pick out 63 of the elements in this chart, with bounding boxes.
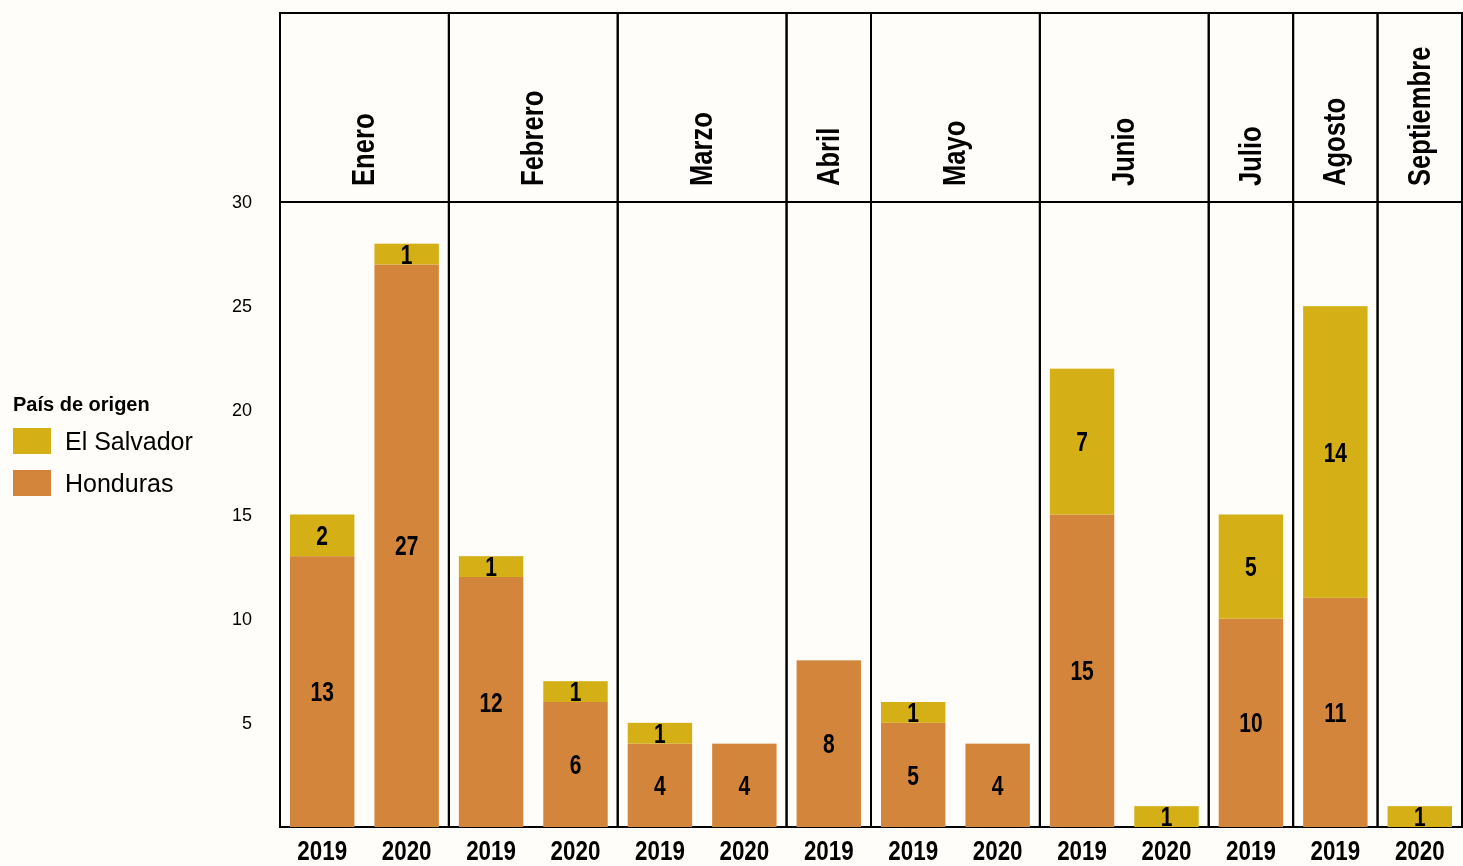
data-label: 8	[822, 728, 835, 759]
x-tick-label: 2020	[719, 834, 770, 866]
chart-title: Mayo	[936, 120, 973, 186]
bar	[458, 577, 524, 827]
data-label: 1	[569, 676, 582, 707]
data-label: 13	[310, 676, 334, 707]
chart-title: Junio	[1105, 117, 1141, 186]
data-label: 27	[394, 530, 419, 562]
chart-title: Agosto	[1316, 97, 1352, 186]
data-label: 1	[1160, 801, 1173, 832]
x-tick-label: 2020	[1141, 834, 1192, 866]
data-label: 12	[479, 686, 503, 718]
bar	[543, 702, 608, 827]
chart-title: Febrero	[514, 90, 550, 186]
y-tick-label: 20	[231, 400, 252, 421]
bar	[543, 681, 608, 702]
legend-label: El Salvador	[65, 427, 193, 455]
chart-title: Abril	[810, 127, 846, 186]
x-tick-label: 2019	[888, 834, 939, 866]
data-label: 4	[738, 770, 751, 801]
data-label: 1	[654, 717, 666, 749]
y-tick-label: 10	[231, 608, 252, 629]
chart-title: Septiembre	[1401, 46, 1437, 186]
data-label: 2	[316, 520, 329, 551]
y-tick-label: 15	[231, 504, 252, 525]
data-label: 5	[1245, 551, 1257, 582]
x-tick-label: 2020	[972, 834, 1023, 866]
data-label: 1	[907, 697, 920, 728]
bar	[374, 243, 439, 265]
data-label: 15	[1070, 655, 1094, 687]
data-label: 1	[400, 238, 413, 270]
x-tick-label: 2019	[803, 834, 854, 866]
y-tick-label: 30	[231, 192, 252, 212]
x-tick-label: 2019	[1057, 834, 1107, 866]
data-label: 6	[569, 749, 582, 780]
data-label: 4	[991, 770, 1004, 801]
x-tick-label: 2020	[1394, 834, 1445, 866]
x-tick-label: 2019	[635, 834, 685, 866]
x-tick-label: 2019	[1226, 834, 1276, 866]
data-label: 1	[485, 551, 498, 582]
x-tick-label: 2019	[1310, 834, 1361, 866]
bar	[458, 556, 524, 577]
data-label: 14	[1323, 436, 1348, 468]
legend-title: País de origen	[13, 393, 150, 415]
x-tick-label: 2020	[381, 834, 432, 866]
data-label: 11	[1324, 697, 1347, 728]
chart-title: Enero	[345, 113, 382, 186]
chart-title: Julio	[1232, 126, 1268, 186]
data-label: 4	[654, 770, 666, 801]
bar	[290, 514, 355, 557]
data-label: 10	[1239, 707, 1263, 739]
data-label: 5	[907, 759, 920, 791]
data-label: 7	[1076, 426, 1088, 457]
chart-title: Marzo	[683, 112, 719, 186]
x-tick-label: 2020	[550, 834, 601, 866]
y-tick-label: 5	[241, 712, 252, 733]
bar	[290, 556, 355, 827]
x-tick-label: 2019	[297, 834, 348, 866]
y-tick-label: 25	[231, 296, 252, 317]
data-label: 1	[1413, 801, 1426, 832]
bar	[374, 264, 439, 827]
legend-label: Honduras	[65, 469, 174, 497]
x-tick-label: 2019	[466, 834, 516, 866]
